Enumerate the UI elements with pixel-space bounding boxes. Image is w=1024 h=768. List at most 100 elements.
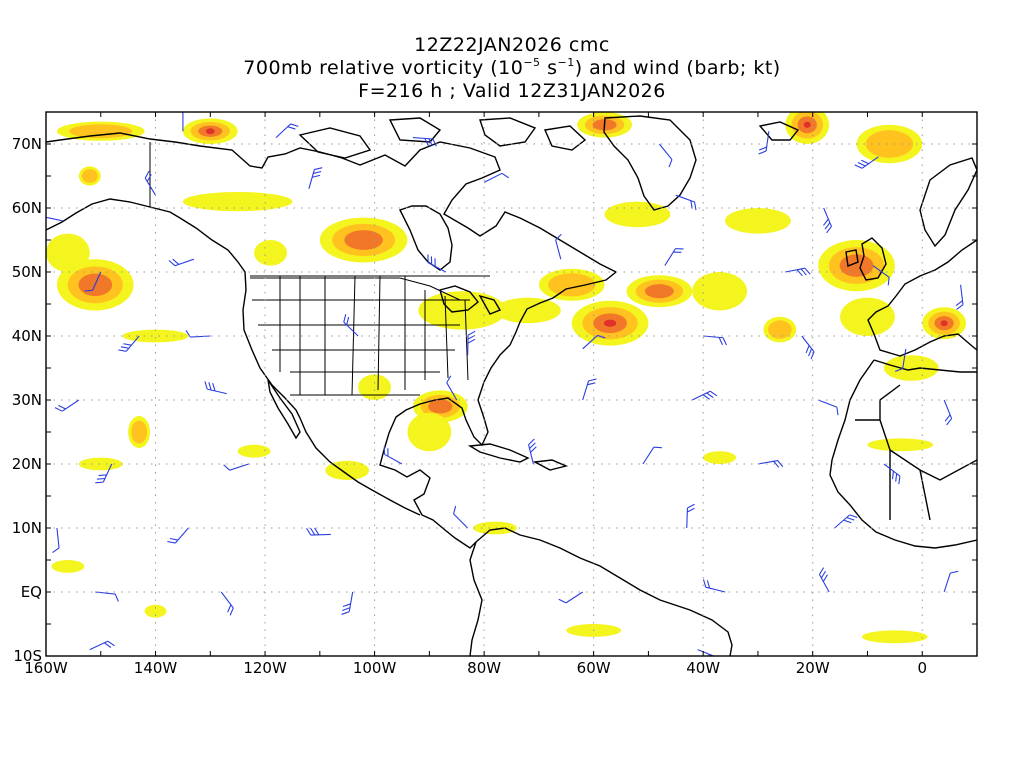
wind-barb [308,167,323,189]
vorticity-feature [818,240,895,292]
vorticity-contour [428,399,453,414]
wind-barb [943,570,959,593]
wind-barb [703,335,727,346]
wind-barb [204,381,227,395]
vorticity-contour [883,355,939,381]
vorticity-contour [131,420,147,444]
wind-barb [412,137,437,147]
vorticity-contour [325,460,370,480]
wind-barb [89,640,115,651]
vorticity-contour [358,374,392,401]
vorticity-contour [803,121,811,128]
wind-barb [582,334,606,350]
africa-coastline [829,359,977,549]
wind-barb [483,172,509,183]
wind-barb [95,463,113,484]
valid-time-line: F=216 h ; Valid 12Z31JAN2026 [358,80,666,102]
vorticity-feature [763,316,797,343]
vorticity-feature [407,412,452,452]
longitude-label: 80W [467,659,501,677]
vorticity-feature [495,297,561,324]
wind-barb [872,265,890,286]
wind-barb [943,399,953,426]
wind-barb [883,463,901,485]
wind-barb [818,567,830,593]
wind-barb [757,459,784,468]
latitude-label: 40N [12,327,42,345]
subtitle-part-b: s [540,57,558,79]
wind-barb [664,248,684,266]
cuba [467,443,530,463]
wind-barb [52,527,60,554]
vorticity-contour [122,329,189,343]
wind-barb [658,143,673,168]
wind-barb [453,505,469,529]
longitude-label: 0 [917,659,927,677]
vorticity-feature [78,457,123,471]
axis-ticks [45,111,978,657]
vorticity-contour [548,273,596,297]
vorticity-feature [78,166,101,186]
vorticity-feature [182,192,293,212]
south-america-west [469,541,483,656]
latitude-label: 30N [12,391,42,409]
vorticity-feature [626,275,693,308]
vorticity-contour [182,192,293,212]
vorticity-feature [867,438,934,452]
wind-barb [168,258,195,267]
wind-barb [467,330,476,356]
vorticity-contour [865,130,914,158]
vorticity-contour [940,320,948,327]
wind-barb [54,399,80,412]
vorticity-feature [144,604,167,618]
hudson-bay [399,205,453,271]
vorticity-feature [922,307,967,340]
scandinavia [919,157,977,248]
wind-barb [275,123,299,139]
wind-barb [642,446,662,465]
vorticity-contour [254,240,287,266]
wind-barb [894,348,907,372]
vorticity-contour [644,284,674,299]
latitude-label: 20N [12,455,42,473]
vorticity-feature [473,521,517,535]
vorticity-contour [407,412,452,452]
map-subtitle: 700mb relative vorticity (10−5 s−1) and … [0,57,1024,79]
vorticity-feature [56,121,145,141]
arctic-islands [298,117,587,159]
vorticity-contour [861,630,928,644]
wind-barb [223,463,249,471]
latitude-label: 10N [12,519,42,537]
vorticity-feature [538,268,605,301]
vorticity-contour [839,254,874,277]
vorticity-contour [725,208,791,234]
wind-barb [817,399,839,416]
vorticity-contour [78,457,123,471]
vorticity-feature [319,217,408,263]
wind-barb [702,579,726,593]
vorticity-feature [122,329,189,343]
wind-barb [823,207,832,234]
wind-barb [854,156,879,169]
latitude-label: EQ [21,583,42,601]
wind-barb [95,591,119,602]
wind-barb [758,131,770,155]
vorticity-feature [703,451,737,464]
wind-barb [691,390,718,401]
vorticity-feature [692,272,747,311]
greenland-coastline [603,115,697,211]
wind-barb [220,591,234,616]
wind-barb [341,591,354,615]
longitude-label: 160W [24,659,68,677]
wind-barb [427,254,447,273]
wind-barb [675,194,697,211]
vorticity-feature [254,240,287,266]
west-coast [46,198,421,516]
europe-coastline [867,239,977,357]
vorticity-contour [603,319,617,327]
wind-barb [801,335,815,360]
wind-barb [182,112,184,132]
latitude-label: 10S [13,647,42,665]
wind-barb [144,170,157,196]
wind-barb [555,233,562,260]
